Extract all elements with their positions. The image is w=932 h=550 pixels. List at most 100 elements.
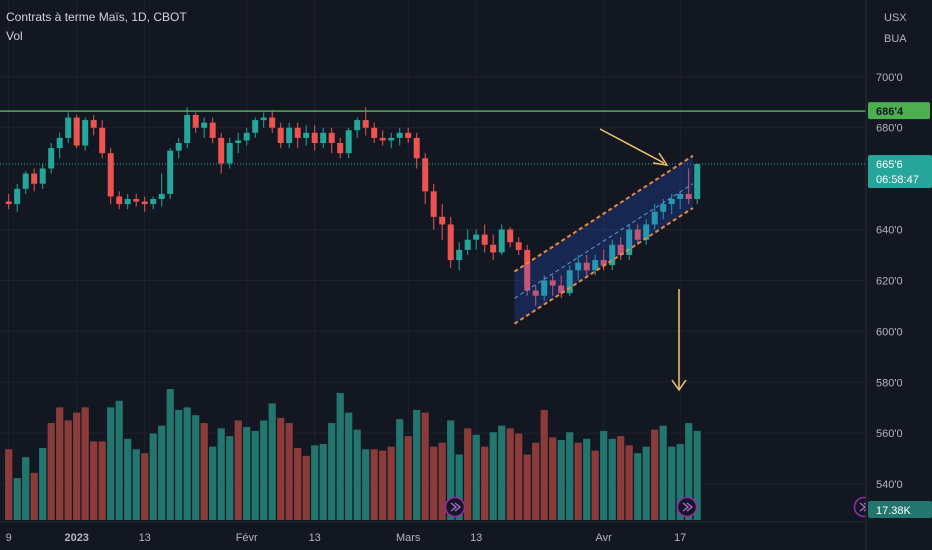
candle[interactable]: [39, 163, 46, 189]
candle[interactable]: [532, 285, 539, 306]
candle[interactable]: [133, 193, 140, 207]
candle[interactable]: [320, 127, 327, 149]
candle[interactable]: [218, 132, 225, 174]
candle[interactable]: [252, 117, 259, 138]
candle[interactable]: [481, 224, 488, 253]
candle[interactable]: [515, 237, 522, 255]
candle[interactable]: [90, 115, 97, 136]
candle[interactable]: [192, 112, 199, 133]
candle[interactable]: [345, 127, 352, 159]
candle[interactable]: [643, 219, 650, 245]
candle[interactable]: [583, 255, 590, 276]
time-axis[interactable]: 9 2023 13 Févr 13 Mars 13 Avr 17: [0, 521, 866, 544]
resistance-price-tag[interactable]: [868, 102, 930, 120]
candle[interactable]: [82, 117, 89, 151]
candle[interactable]: [31, 168, 38, 192]
candle[interactable]: [396, 127, 403, 146]
candle[interactable]: [65, 112, 72, 143]
candle[interactable]: [141, 196, 148, 212]
candle[interactable]: [498, 224, 505, 255]
event-icon-mars[interactable]: [444, 496, 466, 518]
candle[interactable]: [388, 132, 395, 149]
candle[interactable]: [269, 109, 276, 133]
price-tick-label[interactable]: 680'0: [876, 123, 903, 135]
candle[interactable]: [116, 191, 123, 210]
candle[interactable]: [507, 227, 514, 248]
candle[interactable]: [549, 275, 556, 296]
price-tick-label[interactable]: 560'0: [876, 428, 903, 440]
candle[interactable]: [99, 120, 106, 159]
candle[interactable]: [668, 193, 675, 215]
time-tick-label[interactable]: 17: [674, 532, 686, 544]
symbol-title[interactable]: Contrats à terme Maïs, 1D, CBOT: [6, 10, 187, 24]
candle[interactable]: [575, 255, 582, 281]
channel-lower-line[interactable]: [513, 207, 694, 325]
candle[interactable]: [413, 132, 420, 169]
channel-mid-line[interactable]: [514, 183, 694, 299]
candle[interactable]: [14, 183, 21, 212]
price-tick-label[interactable]: 640'0: [876, 225, 903, 237]
price-axis[interactable]: 700'0 680'0 640'0 620'0 600'0 580'0 560'0 540'0…: [865, 0, 932, 550]
candle[interactable]: [22, 171, 29, 194]
time-tick-label[interactable]: 13: [470, 532, 482, 544]
time-tick-label[interactable]: 9: [6, 532, 12, 544]
volume-tag[interactable]: [868, 501, 932, 518]
time-tick-label[interactable]: 13: [139, 532, 151, 544]
candle[interactable]: [124, 193, 131, 210]
candle[interactable]: [524, 244, 531, 296]
time-tick-label[interactable]: Avr: [596, 532, 613, 544]
candle[interactable]: [685, 168, 692, 205]
candle[interactable]: [167, 148, 174, 199]
candle[interactable]: [473, 229, 480, 250]
candle[interactable]: [617, 237, 624, 261]
currency-label[interactable]: USX: [884, 12, 907, 24]
candle[interactable]: [371, 122, 378, 143]
price-tick-label[interactable]: 620'0: [876, 275, 903, 287]
unit-label[interactable]: BUA: [884, 33, 907, 45]
candle[interactable]: [651, 204, 658, 230]
candle[interactable]: [337, 137, 344, 159]
event-icon-avr[interactable]: [676, 496, 698, 518]
candle[interactable]: [609, 239, 616, 271]
annotation-arrow-diagonal[interactable]: [599, 128, 665, 164]
candle[interactable]: [73, 115, 80, 149]
candle[interactable]: [694, 163, 701, 205]
candle[interactable]: [592, 255, 599, 276]
candle[interactable]: [566, 265, 573, 296]
candle[interactable]: [150, 196, 157, 210]
candle[interactable]: [439, 204, 446, 240]
price-tick-label[interactable]: 580'0: [876, 377, 903, 389]
time-tick-label[interactable]: Mars: [396, 532, 421, 544]
candle[interactable]: [405, 127, 412, 143]
candles[interactable]: [5, 107, 701, 306]
candle[interactable]: [626, 224, 633, 261]
candle[interactable]: [354, 117, 361, 138]
candle[interactable]: [158, 173, 165, 207]
candle[interactable]: [328, 127, 335, 154]
candle[interactable]: [311, 125, 318, 151]
price-tick-label[interactable]: 700'0: [876, 72, 903, 84]
price-tick-label[interactable]: 540'0: [876, 479, 903, 491]
candle[interactable]: [5, 193, 12, 210]
time-tick-label[interactable]: Févr: [236, 532, 258, 544]
candle[interactable]: [56, 132, 63, 159]
candle[interactable]: [243, 127, 250, 146]
candle[interactable]: [634, 224, 641, 245]
candle[interactable]: [303, 125, 310, 146]
volume-legend[interactable]: Vol: [6, 29, 23, 43]
candle[interactable]: [422, 153, 429, 205]
channel-upper-line[interactable]: [513, 154, 694, 273]
candle[interactable]: [235, 132, 242, 154]
candle[interactable]: [490, 234, 497, 261]
candle[interactable]: [201, 117, 208, 138]
candle[interactable]: [464, 229, 471, 255]
candle[interactable]: [286, 122, 293, 149]
candle[interactable]: [379, 130, 386, 146]
candle[interactable]: [209, 117, 216, 143]
candle[interactable]: [107, 148, 114, 205]
candle[interactable]: [456, 242, 463, 271]
candle[interactable]: [677, 191, 684, 210]
candle[interactable]: [226, 137, 233, 169]
candle[interactable]: [48, 143, 55, 174]
